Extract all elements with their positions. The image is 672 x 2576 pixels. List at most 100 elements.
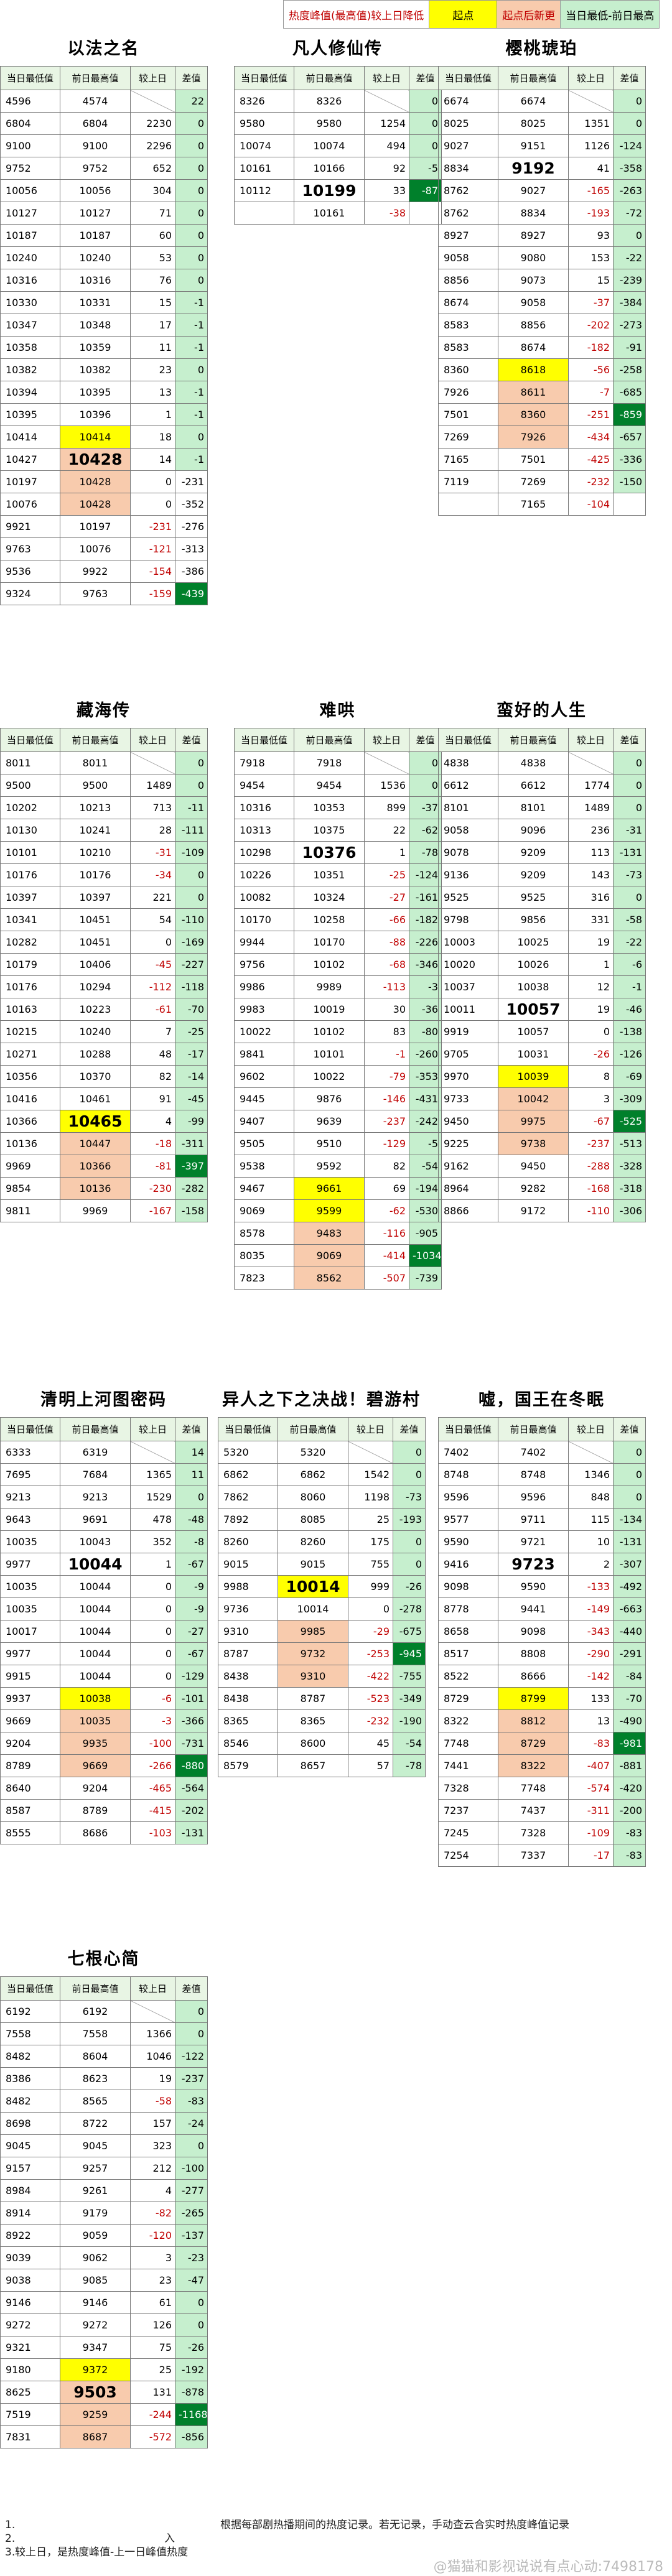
table-row: 10427 10428 14 -1 — [1, 449, 208, 471]
diff-cell: 0 — [409, 113, 442, 135]
vs-prev-cell: 848 — [569, 1486, 614, 1509]
prev-high-cell: 9069 — [294, 1245, 365, 1267]
table-row: 10020 10026 1 -6 — [439, 954, 646, 976]
diff-cell: -239 — [614, 269, 646, 292]
lowest-today-cell: 8964 — [439, 1178, 498, 1200]
table-row: 10298 10376 1 -78 — [235, 842, 442, 864]
table-row: 8587 8789 -415 -202 — [1, 1800, 208, 1822]
diff-cell: -945 — [393, 1643, 426, 1665]
table-row: 9027 9151 1126 -124 — [439, 135, 646, 157]
prev-high-cell: 8748 — [498, 1464, 569, 1486]
vs-prev-cell: 30 — [365, 998, 409, 1021]
table-row: 10316 10353 899 -37 — [235, 797, 442, 819]
table-row: 9324 9763 -159 -439 — [1, 583, 208, 605]
table-row: 10022 10102 83 -80 — [235, 1021, 442, 1043]
column-header: 较上日 — [569, 67, 614, 90]
diff-cell: -657 — [614, 426, 646, 449]
vs-prev-cell: 1365 — [131, 1464, 175, 1486]
diff-cell: -134 — [614, 1509, 646, 1531]
diff-cell: -276 — [175, 516, 208, 538]
diff-cell: 0 — [393, 1464, 426, 1486]
lowest-today-cell: 10395 — [1, 404, 60, 426]
vs-prev-cell: 323 — [131, 2135, 175, 2157]
table-row: 9763 10076 -121 -313 — [1, 538, 208, 560]
table-row: 8025 8025 1351 0 — [439, 113, 646, 135]
table-row: 9643 9691 478 -48 — [1, 1509, 208, 1531]
prev-high-cell: 9204 — [60, 1777, 131, 1800]
prev-high-cell: 10258 — [294, 909, 365, 931]
lowest-today-cell: 9733 — [439, 1088, 498, 1110]
diff-cell: 0 — [614, 752, 646, 774]
vs-prev-cell: 13 — [131, 381, 175, 404]
diff-cell: -73 — [614, 864, 646, 886]
note-text: 入 — [15, 2532, 175, 2546]
prev-high-cell: 10044 — [60, 1598, 131, 1620]
prev-high-cell: 9062 — [60, 2247, 131, 2269]
prev-high-cell: 9876 — [294, 1088, 365, 1110]
lowest-today-cell: 10136 — [1, 1133, 60, 1155]
table-row: 8583 8674 -182 -91 — [439, 337, 646, 359]
column-header: 差值 — [614, 728, 646, 752]
diff-cell: -46 — [614, 998, 646, 1021]
vs-prev-cell: 1351 — [569, 113, 614, 135]
vs-prev-cell: 221 — [131, 886, 175, 909]
table-row: 10161 -38 — [235, 202, 442, 225]
diff-cell: 0 — [614, 1441, 646, 1464]
prev-high-cell: 6319 — [60, 1441, 131, 1464]
table-row: 10179 10406 -45 -227 — [1, 954, 208, 976]
table-row: 10035 10043 352 -8 — [1, 1531, 208, 1553]
table-row: 10271 10288 48 -17 — [1, 1043, 208, 1066]
diff-cell: -83 — [614, 1822, 646, 1844]
column-header: 前日最高值 — [498, 728, 569, 752]
prev-high-cell: 9922 — [60, 560, 131, 583]
prev-high-cell: 9347 — [60, 2337, 131, 2359]
heat-table: 当日最低值 前日最高值 较上日 差值 8326 8326 0 9580 9580 1254 0 100… — [234, 66, 442, 225]
vs-prev-cell: -253 — [348, 1643, 393, 1665]
prev-high-cell: 10187 — [60, 225, 131, 247]
vs-prev-cell: 153 — [569, 247, 614, 269]
diff-cell: 0 — [393, 1553, 426, 1576]
lowest-today-cell: 7237 — [439, 1800, 498, 1822]
prev-high-cell: 8799 — [498, 1688, 569, 1710]
table-row: 8787 9732 -253 -945 — [218, 1643, 426, 1665]
column-header: 当日最低值 — [439, 67, 498, 90]
prev-high-cell: 10127 — [60, 202, 131, 225]
lowest-today-cell: 6192 — [1, 2001, 60, 2023]
table-row: 9321 9347 75 -26 — [1, 2337, 208, 2359]
column-header: 差值 — [409, 728, 442, 752]
vs-prev-cell: 12 — [569, 976, 614, 998]
diff-cell: -306 — [614, 1200, 646, 1222]
diff-cell: -118 — [175, 976, 208, 998]
lowest-today-cell: 9500 — [1, 774, 60, 797]
table-row: 9416 9723 2 -307 — [439, 1553, 646, 1576]
lowest-today-cell: 8035 — [235, 1245, 294, 1267]
lowest-today-cell: 10330 — [1, 292, 60, 314]
vs-prev-cell: -61 — [131, 998, 175, 1021]
lowest-today-cell: 10074 — [235, 135, 294, 157]
diff-cell: -226 — [409, 931, 442, 954]
table-row: 8482 8604 1046 -122 — [1, 2045, 208, 2068]
diff-cell: -202 — [175, 1800, 208, 1822]
diff-cell: -5 — [409, 1133, 442, 1155]
lowest-today-cell: 7926 — [439, 381, 498, 404]
table-row: 8365 8365 -232 -190 — [218, 1710, 426, 1732]
lowest-today-cell: 10215 — [1, 1021, 60, 1043]
table-row: 4596 4574 22 — [1, 90, 208, 113]
vs-prev-cell: 1 — [131, 404, 175, 426]
diff-cell: -731 — [175, 1732, 208, 1755]
prev-high-cell: 8623 — [60, 2068, 131, 2090]
diff-cell: 14 — [175, 1441, 208, 1464]
column-header: 差值 — [393, 1418, 426, 1441]
vs-prev-cell: 91 — [131, 1088, 175, 1110]
table-row: 8729 8799 133 -70 — [439, 1688, 646, 1710]
prev-high-cell: 10136 — [60, 1178, 131, 1200]
vs-prev-cell: -165 — [569, 180, 614, 202]
vs-prev-cell: 1346 — [569, 1464, 614, 1486]
prev-high-cell: 6804 — [60, 113, 131, 135]
diff-cell: -278 — [393, 1598, 426, 1620]
prev-high-cell: 8722 — [60, 2113, 131, 2135]
lowest-today-cell: 10347 — [1, 314, 60, 337]
prev-high-cell: 10331 — [60, 292, 131, 314]
table-row: 9162 9450 -288 -328 — [439, 1155, 646, 1178]
vs-prev-cell: 0 — [348, 1598, 393, 1620]
